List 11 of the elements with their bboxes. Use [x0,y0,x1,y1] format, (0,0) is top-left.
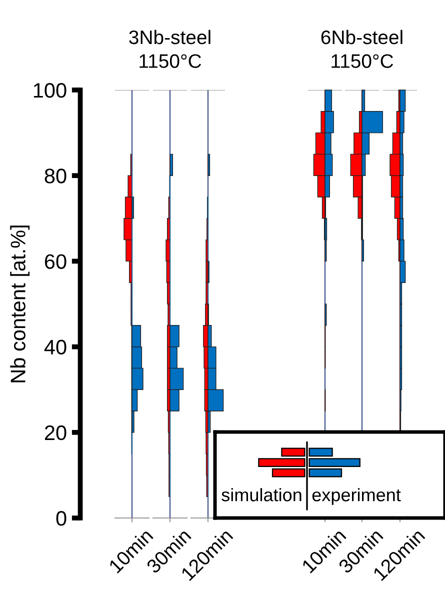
y-tick-label: 20 [44,425,66,440]
y-tick-label: 80 [44,168,66,184]
y-tick-label: 100 [34,83,66,98]
y-tick-label: 0 [56,511,66,526]
legend-label: simulation [222,488,302,502]
y-tick-label: 60 [44,254,66,269]
y-axis-title: Nb content [at.%] [10,226,30,382]
legend-label: experiment [312,488,401,505]
chart-title: 3Nb-steel 1150°C [129,30,210,68]
y-tick-label: 40 [44,340,66,355]
chart-title: 6Nb-steel 1150°C [321,30,402,68]
